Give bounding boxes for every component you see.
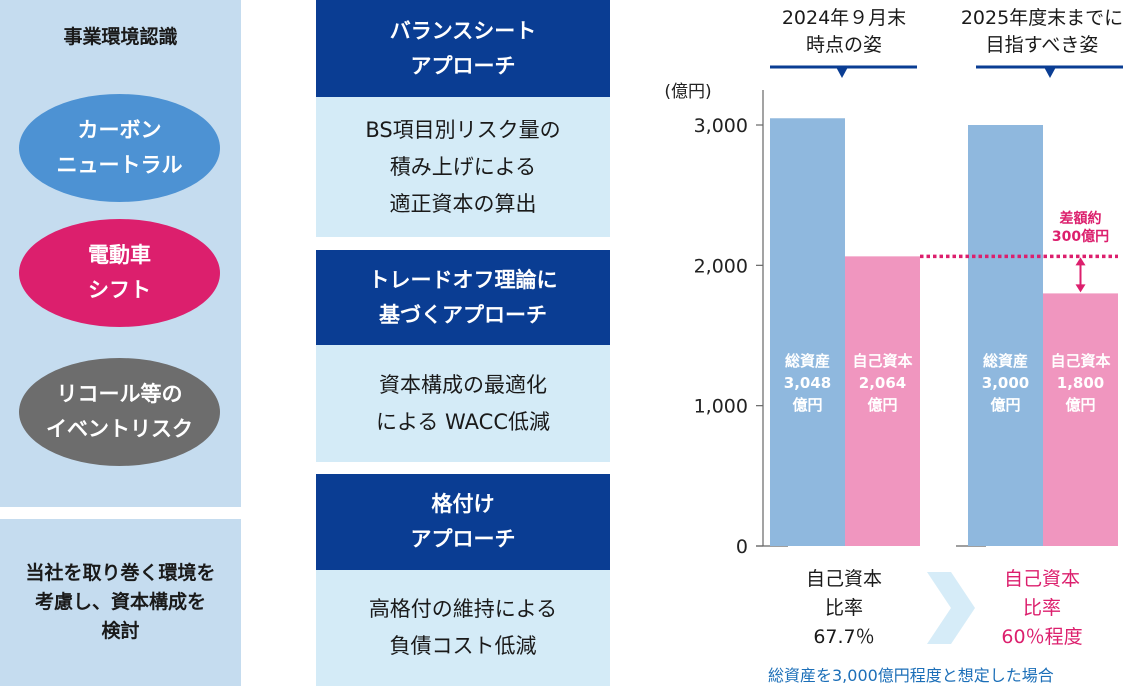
bar-data-label: 自己資本 xyxy=(1050,352,1110,370)
capital-structure-text: 当社を取り巻く環境を 考慮し、資本構成を 検討 xyxy=(0,519,241,686)
bar xyxy=(968,125,1043,546)
arrow-down-icon xyxy=(1075,284,1086,293)
ratio-value: 67.7％ xyxy=(813,625,875,648)
body-line: 積み上げによる xyxy=(389,154,537,179)
bar-data-label: 自己資本 xyxy=(852,352,912,370)
y-tick-label: 0 xyxy=(736,536,748,558)
header-line: トレードオフ理論に xyxy=(368,267,558,292)
header-line: 基づくアプローチ xyxy=(379,302,547,327)
pill-line: シフト xyxy=(88,278,151,302)
tradeoff-approach-body: 資本構成の最適化 による WACC低減 xyxy=(316,345,610,462)
carbon-neutral-pill: カーボン ニュートラル xyxy=(19,94,220,202)
header-line: 目指すべき姿 xyxy=(985,34,1099,56)
y-axis: 3,000 2,000 1,000 0 xyxy=(694,90,986,558)
bar xyxy=(845,256,920,546)
rating-approach-body: 高格付の維持による 負債コスト低減 xyxy=(316,570,610,686)
pill-line: リコール等の xyxy=(56,382,183,406)
ratio-line: 自己資本 xyxy=(1003,567,1080,590)
header-line: アプローチ xyxy=(410,527,516,551)
difference-annotation: 差額約 xyxy=(1060,210,1102,227)
bar-data-label: 1,800 xyxy=(1057,374,1104,392)
arrow-up-icon xyxy=(1075,257,1086,266)
bars: 総資産 3,048 億円 自己資本 2,064 億円 総資産 3,000 億円 自己資本 1,800… xyxy=(770,118,1118,546)
bar-data-label: 総資産 xyxy=(785,352,830,370)
difference-annotation: 300億円 xyxy=(1052,228,1109,245)
business-environment-title: 事業環境認識 xyxy=(63,26,178,48)
chart-footnote: 総資産を3,000億円程度と想定した場合 xyxy=(768,666,1054,685)
header-line: アプローチ xyxy=(410,53,516,78)
pill-line: イベントリスク xyxy=(46,417,193,441)
bar xyxy=(770,118,845,546)
ratio-line: 自己資本 xyxy=(805,567,882,590)
target-equity-ratio: 自己資本 比率 60％程度 xyxy=(958,562,1126,654)
current-equity-ratio: 自己資本 比率 67.7％ xyxy=(760,562,928,654)
text-line: 検討 xyxy=(101,620,140,642)
body-line: 適正資本の算出 xyxy=(389,191,537,216)
body-line: BS項目別リスク量の xyxy=(365,117,561,142)
current-period-header: 2024年９月末 時点の姿 xyxy=(760,4,928,60)
ratio-line: 比率 xyxy=(824,596,863,619)
bar-data-label: 2,064 xyxy=(859,374,906,392)
header-marker xyxy=(1044,67,1056,78)
header-line: 格付け xyxy=(431,492,495,516)
balance-sheet-approach-header: バランスシート アプローチ xyxy=(316,0,610,97)
bar-data-label: 億円 xyxy=(1065,396,1095,414)
header-line: 2025年度末までに xyxy=(960,7,1124,29)
ratio-line: 比率 xyxy=(1022,596,1061,619)
y-axis-label: (億円) xyxy=(664,82,711,102)
text-line: 当社を取り巻く環境を xyxy=(25,562,216,584)
capital-structure-panel xyxy=(0,519,241,686)
bar-data-label: 億円 xyxy=(792,396,822,414)
chevron-arrow-icon xyxy=(927,572,975,644)
recall-risk-pill: リコール等の イベントリスク xyxy=(19,358,220,466)
target-period-header: 2025年度末までに 目指すべき姿 xyxy=(948,4,1136,60)
bar-data-label: 億円 xyxy=(867,396,897,414)
header-marker xyxy=(836,67,848,78)
text-line: 考慮し、資本構成を xyxy=(34,591,206,613)
body-line: による WACC低減 xyxy=(376,409,550,434)
pill-line: ニュートラル xyxy=(56,153,183,177)
pill-line: 電動車 xyxy=(88,243,151,267)
bar xyxy=(1043,293,1118,546)
y-tick-label: 2,000 xyxy=(694,255,748,277)
bar-data-label: 億円 xyxy=(990,396,1020,414)
header-line: バランスシート xyxy=(389,18,537,43)
ev-shift-pill: 電動車 シフト xyxy=(19,219,220,327)
y-tick-label: 3,000 xyxy=(694,115,748,137)
body-line: 負債コスト低減 xyxy=(389,634,537,658)
y-tick-label: 1,000 xyxy=(694,396,748,418)
rating-approach-header: 格付け アプローチ xyxy=(316,474,610,570)
header-line: 2024年９月末 xyxy=(781,7,907,29)
header-line: 時点の姿 xyxy=(805,34,882,56)
bar-data-label: 総資産 xyxy=(983,352,1028,370)
body-line: 資本構成の最適化 xyxy=(379,372,547,397)
body-line: 高格付の維持による xyxy=(368,597,558,621)
tradeoff-approach-header: トレードオフ理論に 基づくアプローチ xyxy=(316,250,610,345)
bar-data-label: 3,048 xyxy=(784,374,831,392)
pill-line: カーボン xyxy=(77,118,162,142)
ratio-value: 60％程度 xyxy=(1001,625,1083,648)
bar-data-label: 3,000 xyxy=(982,374,1029,392)
balance-sheet-approach-body: BS項目別リスク量の 積み上げによる 適正資本の算出 xyxy=(316,97,610,237)
